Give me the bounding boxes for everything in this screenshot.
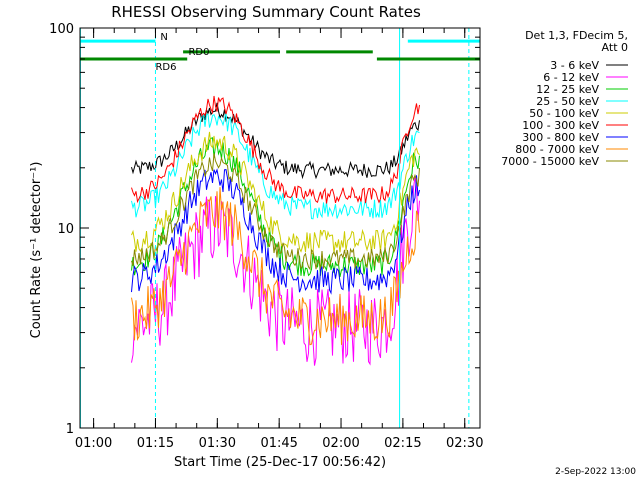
series-line-2 <box>131 137 420 278</box>
legend-header-line-1: Det 1,3, FDecim 5, <box>525 29 628 42</box>
series-line-0 <box>131 102 420 180</box>
legend-entry-label-0: 3 - 6 keV <box>550 59 599 72</box>
x-axis-label: Start Time (25-Dec-17 00:56:42) <box>174 455 386 470</box>
legend-header-line-2: Att 0 <box>602 41 628 54</box>
flag-label-2: RD6 <box>155 62 176 73</box>
x-tick-label-5: 02:15 <box>384 436 421 451</box>
plot-layer: N RD0 RD6 1 10 100 01:00 01:15 01:30 01:45 02:00 02… <box>49 22 628 451</box>
series-line-3 <box>131 111 420 220</box>
series-line-8 <box>131 153 420 271</box>
series-line-5 <box>131 95 420 204</box>
chart-title: RHESSI Observing Summary Count Rates <box>111 3 421 21</box>
y-tick-label-0: 1 <box>66 422 74 437</box>
x-tick-label-1: 01:15 <box>137 436 174 451</box>
legend-entry-label-6: 300 - 800 keV <box>522 131 599 144</box>
x-tick-label-2: 01:30 <box>199 436 236 451</box>
legend-entry-label-2: 12 - 25 keV <box>536 83 599 96</box>
x-tick-label-3: 01:45 <box>260 436 297 451</box>
x-tick-label-6: 02:30 <box>446 436 483 451</box>
series-line-7 <box>131 187 420 346</box>
legend-entry-label-8: 7000 - 15000 keV <box>501 155 599 168</box>
flag-label-1: RD0 <box>188 47 209 58</box>
y-tick-label-1: 10 <box>57 222 74 237</box>
legend-entry-label-1: 6 - 12 keV <box>543 71 599 84</box>
legend-entry-label-5: 100 - 300 keV <box>522 119 599 132</box>
legend-entry-label-7: 800 - 7000 keV <box>515 143 599 156</box>
x-tick-label-4: 02:00 <box>322 436 359 451</box>
footer-date: 2-Sep-2022 13:00 <box>555 467 636 477</box>
flag-label-0: N <box>160 32 167 43</box>
series-line-1 <box>131 176 420 366</box>
y-tick-label-2: 100 <box>49 22 74 37</box>
legend-entry-label-4: 50 - 100 keV <box>529 107 599 120</box>
legend-entry-label-3: 25 - 50 keV <box>536 95 599 108</box>
y-axis-label: Count Rate (s⁻¹ detector⁻¹) <box>29 162 44 339</box>
series-line-6 <box>131 168 420 295</box>
x-tick-label-0: 01:00 <box>75 436 112 451</box>
